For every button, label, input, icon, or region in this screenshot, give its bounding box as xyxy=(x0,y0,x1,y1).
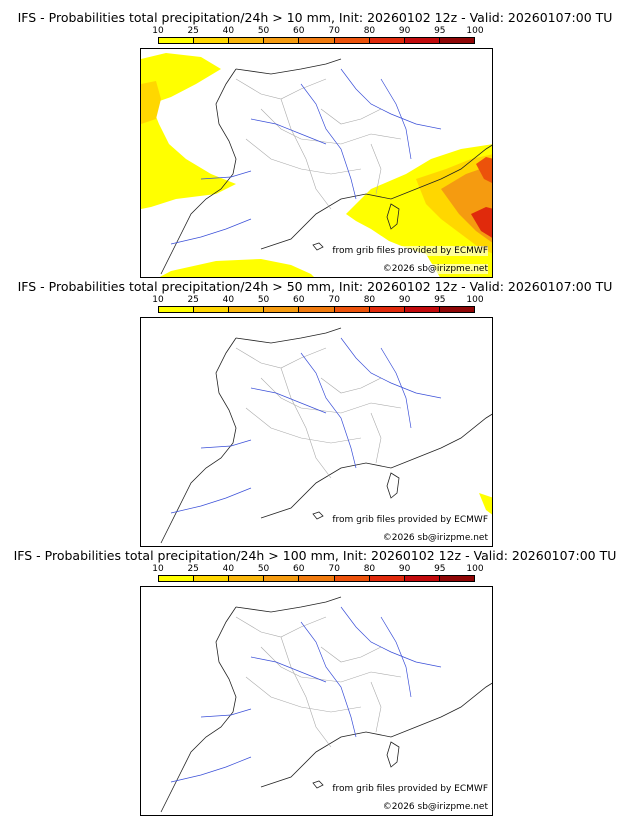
colorbar-swatch xyxy=(369,576,405,581)
colorbar-swatch xyxy=(264,576,300,581)
colorbar-labels: 10 25 40 50 60 70 80 90 95 100 xyxy=(152,564,483,575)
colorbar-swatch xyxy=(439,576,474,581)
colorbar-tick: 25 xyxy=(187,564,199,574)
panel-title: IFS - Probabilities total precipitation/… xyxy=(13,548,617,563)
colorbar-tick: 95 xyxy=(434,295,446,305)
colorbar-tick: 70 xyxy=(328,26,340,36)
data-source-credit: from grib files provided by ECMWF xyxy=(332,246,488,256)
colorbar-tick: 80 xyxy=(363,26,376,36)
copyright-credit: ©2026 sb@irizpme.net xyxy=(382,533,488,543)
colorbar-swatch xyxy=(404,38,440,43)
colorbar-tick: 100 xyxy=(466,295,484,305)
map-canvas xyxy=(160,327,492,544)
colorbar-swatch xyxy=(334,576,370,581)
colorbar-swatch xyxy=(264,38,300,43)
colorbar-tick: 40 xyxy=(222,295,235,305)
colorbar-swatch xyxy=(159,576,195,581)
colorbar-labels: 10 25 40 50 60 70 80 90 95 100 xyxy=(152,295,483,306)
colorbar-tick: 10 xyxy=(152,564,164,574)
colorbar-swatch xyxy=(404,576,440,581)
colorbar-tick: 70 xyxy=(328,295,340,305)
precipitation-map: from grib files provided by ECMWF ©2026 … xyxy=(140,317,493,547)
colorbar-tick: 90 xyxy=(398,564,411,574)
colorbar-tick: 50 xyxy=(257,564,270,574)
data-source-credit: from grib files provided by ECMWF xyxy=(332,784,488,794)
colorbar-swatch xyxy=(159,307,195,312)
colorbar-tick: 60 xyxy=(293,295,305,305)
colorbar-tick: 40 xyxy=(222,564,235,574)
colorbar-swatch xyxy=(194,576,230,581)
colorbar xyxy=(158,37,475,44)
panel-title: IFS - Probabilities total precipitation/… xyxy=(17,10,613,25)
colorbar-tick: 100 xyxy=(466,26,484,36)
map-panel-10mm: IFS - Probabilities total precipitation/… xyxy=(0,0,630,278)
colorbar-tick: 100 xyxy=(466,564,484,574)
colorbar-tick: 90 xyxy=(398,26,411,36)
colorbar-tick: 40 xyxy=(222,26,235,36)
colorbar-tick: 25 xyxy=(187,295,199,305)
map-canvas xyxy=(141,53,492,277)
colorbar-swatch xyxy=(369,38,405,43)
colorbar-swatch xyxy=(264,307,300,312)
colorbar-tick: 90 xyxy=(398,295,411,305)
colorbar-tick: 10 xyxy=(152,26,164,36)
colorbar-swatch xyxy=(229,38,265,43)
colorbar-swatch xyxy=(299,307,335,312)
colorbar-tick: 70 xyxy=(328,564,340,574)
colorbar-tick: 50 xyxy=(257,26,270,36)
colorbar-labels: 10 25 40 50 60 70 80 90 95 100 xyxy=(152,26,483,37)
map-panel-50mm: IFS - Probabilities total precipitation/… xyxy=(0,269,630,547)
colorbar-swatch xyxy=(194,307,230,312)
map-panel-100mm: IFS - Probabilities total precipitation/… xyxy=(0,538,630,816)
colorbar-swatch xyxy=(299,576,335,581)
colorbar-swatch xyxy=(159,38,195,43)
colorbar-tick: 25 xyxy=(187,26,199,36)
colorbar-tick: 50 xyxy=(257,295,270,305)
precipitation-map: from grib files provided by ECMWF ©2026 … xyxy=(140,586,493,816)
copyright-credit: ©2026 sb@irizpme.net xyxy=(382,264,488,274)
colorbar xyxy=(158,306,475,313)
colorbar-tick: 95 xyxy=(434,26,446,36)
panel-title: IFS - Probabilities total precipitation/… xyxy=(17,279,613,294)
colorbar-swatch xyxy=(299,38,335,43)
colorbar-swatch xyxy=(369,307,405,312)
colorbar-tick: 95 xyxy=(434,564,446,574)
colorbar-tick: 10 xyxy=(152,295,164,305)
colorbar-tick: 80 xyxy=(363,295,376,305)
colorbar-swatch xyxy=(194,38,230,43)
colorbar-tick: 60 xyxy=(293,564,305,574)
map-canvas xyxy=(160,596,492,813)
copyright-credit: ©2026 sb@irizpme.net xyxy=(382,802,488,812)
colorbar-swatch xyxy=(229,307,265,312)
colorbar-tick: 80 xyxy=(363,564,376,574)
colorbar xyxy=(158,575,475,582)
colorbar-swatch xyxy=(439,307,474,312)
colorbar-swatch xyxy=(334,38,370,43)
colorbar-swatch xyxy=(334,307,370,312)
colorbar-swatch xyxy=(404,307,440,312)
data-source-credit: from grib files provided by ECMWF xyxy=(332,515,488,525)
precipitation-map: from grib files provided by ECMWF ©2026 … xyxy=(140,48,493,278)
colorbar-swatch xyxy=(229,576,265,581)
colorbar-swatch xyxy=(439,38,474,43)
colorbar-tick: 60 xyxy=(293,26,305,36)
